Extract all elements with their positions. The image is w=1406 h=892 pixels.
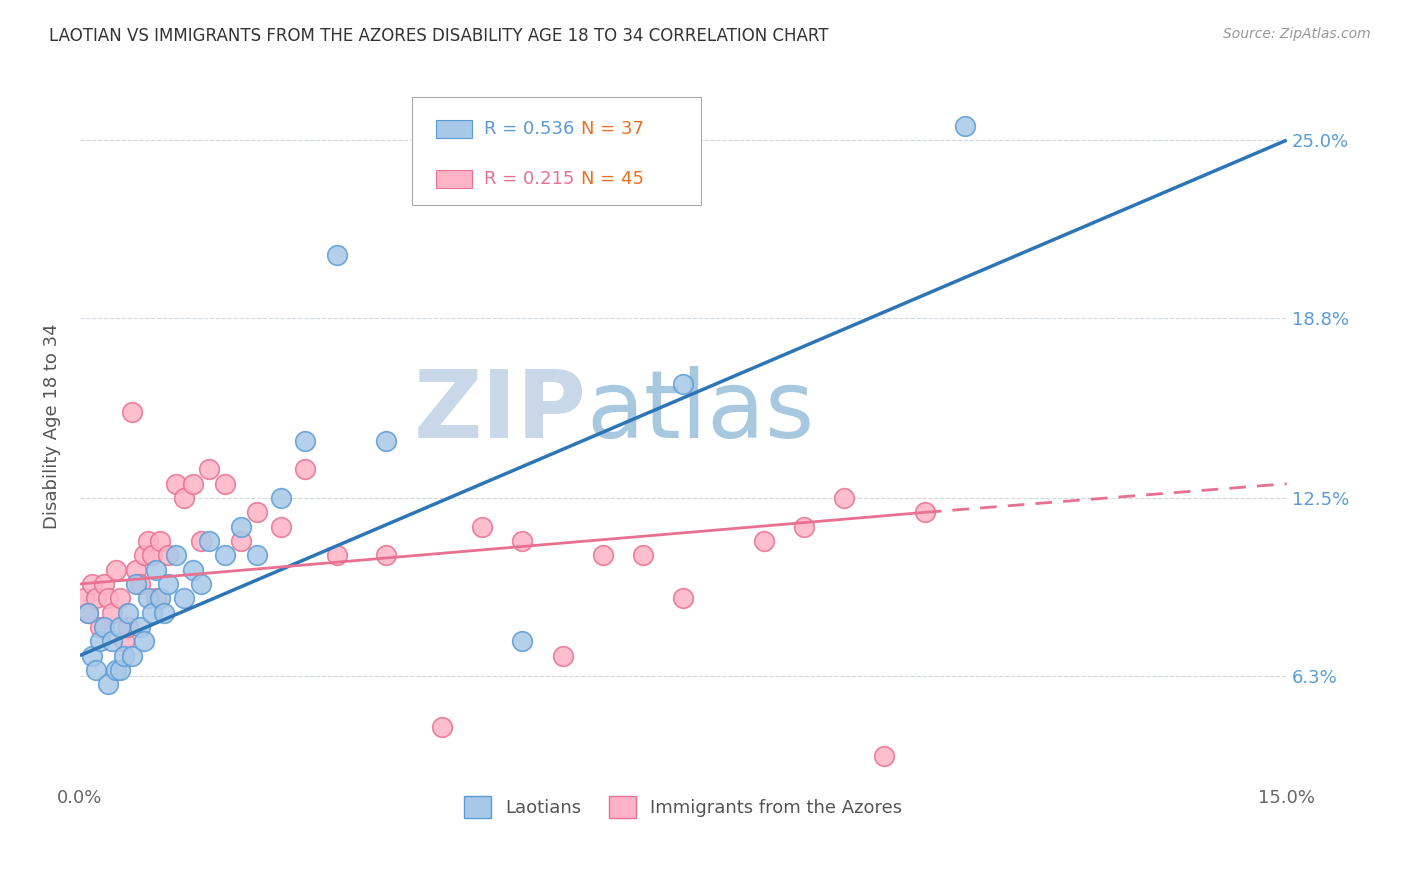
Point bbox=[134, 634, 156, 648]
Point bbox=[214, 549, 236, 563]
Point bbox=[153, 606, 176, 620]
Point bbox=[270, 519, 292, 533]
Point bbox=[125, 577, 148, 591]
Point bbox=[914, 505, 936, 519]
Point bbox=[374, 549, 396, 563]
Point bbox=[89, 634, 111, 648]
Point bbox=[129, 620, 152, 634]
Point bbox=[108, 663, 131, 677]
Text: R = 0.536: R = 0.536 bbox=[484, 120, 575, 138]
Point bbox=[136, 534, 159, 549]
Point bbox=[84, 591, 107, 606]
Point bbox=[793, 519, 815, 533]
Point bbox=[97, 591, 120, 606]
Point bbox=[832, 491, 855, 505]
Point bbox=[294, 434, 316, 448]
Point bbox=[165, 549, 187, 563]
Point bbox=[214, 476, 236, 491]
Point bbox=[873, 748, 896, 763]
Point bbox=[117, 620, 139, 634]
Point bbox=[80, 577, 103, 591]
Point bbox=[173, 491, 195, 505]
Point bbox=[93, 620, 115, 634]
Point bbox=[101, 634, 124, 648]
Point bbox=[149, 591, 172, 606]
FancyBboxPatch shape bbox=[412, 97, 702, 204]
Point bbox=[77, 606, 100, 620]
Point bbox=[121, 405, 143, 419]
Point bbox=[145, 591, 167, 606]
Point bbox=[229, 519, 252, 533]
Text: LAOTIAN VS IMMIGRANTS FROM THE AZORES DISABILITY AGE 18 TO 34 CORRELATION CHART: LAOTIAN VS IMMIGRANTS FROM THE AZORES DI… bbox=[49, 27, 828, 45]
Point bbox=[326, 549, 349, 563]
Point bbox=[97, 677, 120, 691]
Point bbox=[190, 534, 212, 549]
Point bbox=[121, 648, 143, 663]
Point bbox=[108, 620, 131, 634]
Point bbox=[246, 549, 269, 563]
Y-axis label: Disability Age 18 to 34: Disability Age 18 to 34 bbox=[44, 324, 60, 529]
Point bbox=[125, 563, 148, 577]
Point bbox=[117, 606, 139, 620]
Point bbox=[141, 606, 163, 620]
Point bbox=[165, 476, 187, 491]
Point bbox=[112, 648, 135, 663]
Point bbox=[672, 376, 695, 391]
Point bbox=[136, 591, 159, 606]
Point bbox=[294, 462, 316, 476]
Point bbox=[129, 577, 152, 591]
FancyBboxPatch shape bbox=[436, 170, 472, 188]
Point bbox=[953, 119, 976, 133]
Point bbox=[471, 519, 494, 533]
Point bbox=[197, 534, 219, 549]
Point bbox=[173, 591, 195, 606]
Text: N = 45: N = 45 bbox=[581, 170, 644, 188]
Point bbox=[672, 591, 695, 606]
Point bbox=[246, 505, 269, 519]
Point bbox=[77, 606, 100, 620]
Point bbox=[112, 634, 135, 648]
Text: Source: ZipAtlas.com: Source: ZipAtlas.com bbox=[1223, 27, 1371, 41]
Point bbox=[105, 663, 128, 677]
Point bbox=[80, 648, 103, 663]
Point bbox=[270, 491, 292, 505]
Point bbox=[134, 549, 156, 563]
Point bbox=[512, 634, 534, 648]
Point bbox=[326, 247, 349, 261]
Point bbox=[430, 720, 453, 734]
Point bbox=[631, 549, 654, 563]
Point bbox=[551, 648, 574, 663]
Legend: Laotians, Immigrants from the Azores: Laotians, Immigrants from the Azores bbox=[457, 789, 910, 825]
FancyBboxPatch shape bbox=[436, 120, 472, 138]
Text: R = 0.215: R = 0.215 bbox=[484, 170, 575, 188]
Point bbox=[592, 549, 614, 563]
Point bbox=[512, 534, 534, 549]
Point bbox=[73, 591, 96, 606]
Text: N = 37: N = 37 bbox=[581, 120, 644, 138]
Point bbox=[374, 434, 396, 448]
Point bbox=[141, 549, 163, 563]
Point bbox=[89, 620, 111, 634]
Point bbox=[105, 563, 128, 577]
Point bbox=[93, 577, 115, 591]
Point bbox=[181, 476, 204, 491]
Point bbox=[108, 591, 131, 606]
Text: atlas: atlas bbox=[586, 366, 815, 458]
Point bbox=[157, 577, 180, 591]
Point bbox=[752, 534, 775, 549]
Point bbox=[157, 549, 180, 563]
Point bbox=[181, 563, 204, 577]
Point bbox=[229, 534, 252, 549]
Point bbox=[84, 663, 107, 677]
Point bbox=[197, 462, 219, 476]
Point bbox=[190, 577, 212, 591]
Text: ZIP: ZIP bbox=[413, 366, 586, 458]
Point bbox=[101, 606, 124, 620]
Point bbox=[145, 563, 167, 577]
Point bbox=[149, 534, 172, 549]
